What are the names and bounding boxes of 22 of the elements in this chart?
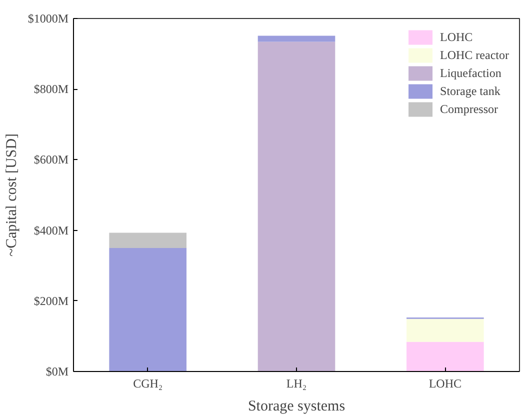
x-tick-label: LOHC	[428, 376, 462, 390]
y-tick-label: $1000M	[28, 12, 69, 26]
bar	[109, 232, 186, 248]
y-tick-label: $400M	[34, 223, 69, 238]
bar	[406, 342, 484, 372]
legend-label: LOHC reactor	[440, 46, 509, 64]
bar	[406, 318, 484, 342]
y-tick-label: $800M	[34, 82, 69, 96]
legend-label: Liquefaction	[440, 64, 502, 82]
y-tick-label: $600M	[34, 152, 69, 167]
legend-label: LOHC	[440, 28, 473, 46]
legend-label: Compressor	[440, 100, 498, 118]
bar	[258, 42, 336, 372]
y-tick-label: $0M	[46, 364, 69, 378]
y-tick-label: $200M	[34, 294, 69, 308]
bar	[258, 36, 336, 42]
x-axis-title: Storage systems	[248, 398, 346, 414]
y-axis-title: ~Capital cost [USD]	[4, 133, 20, 257]
x-tick-label: LH₂	[286, 376, 307, 390]
legend-label: Storage tank	[440, 82, 500, 100]
x-tick-label: CGH₂	[133, 376, 163, 390]
bar	[109, 248, 186, 372]
